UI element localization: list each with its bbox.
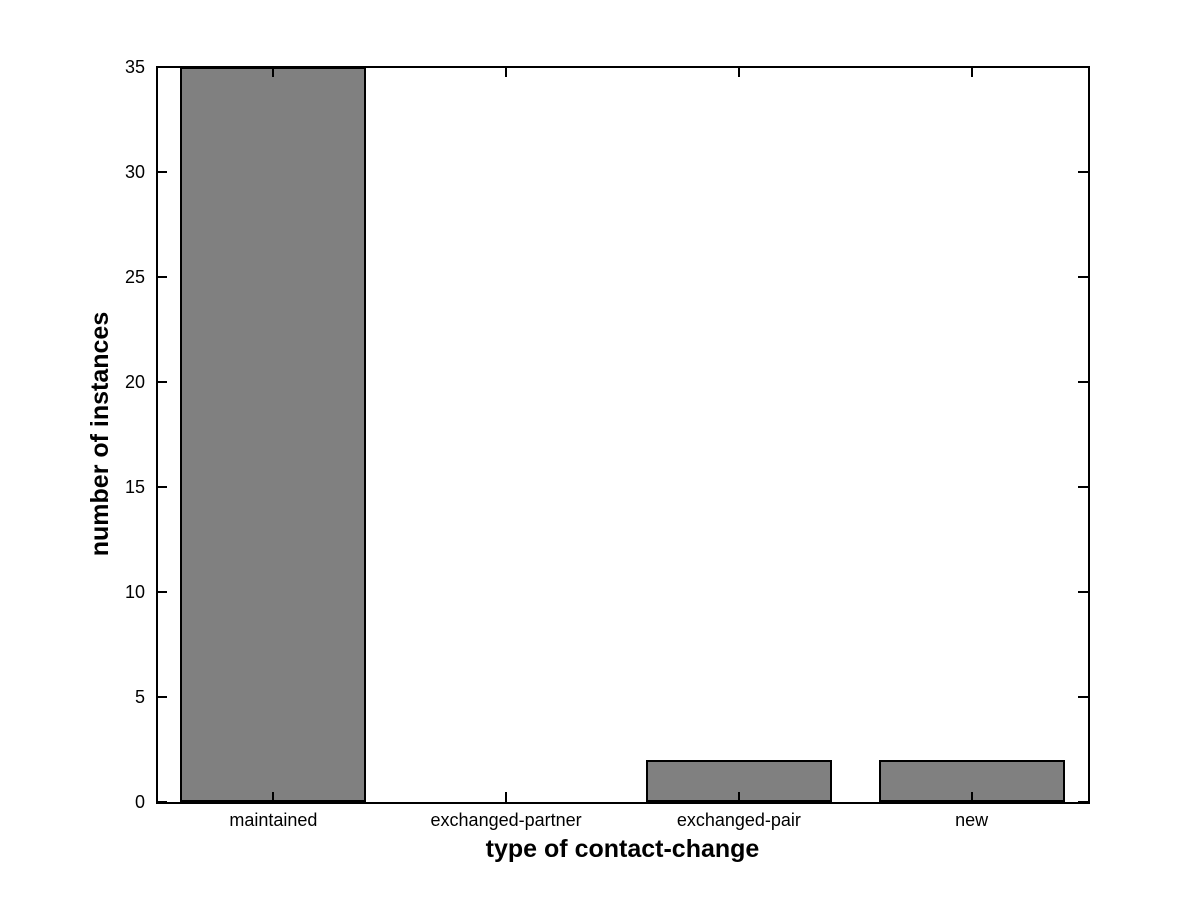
y-tick-label-35: 35 xyxy=(124,57,145,77)
y-tick-right xyxy=(1078,801,1088,803)
x-tick-bottom xyxy=(505,792,508,802)
y-tick-label-25: 25 xyxy=(124,267,145,287)
y-tick-left xyxy=(157,171,167,173)
y-tick-right xyxy=(1078,276,1088,278)
y-tick-right xyxy=(1078,591,1088,593)
y-tick-label-0: 0 xyxy=(134,792,145,812)
x-tick-top xyxy=(737,67,740,77)
x-tick-top xyxy=(970,67,973,77)
x-tick-label-new: new xyxy=(955,810,989,830)
y-tick-label-5: 5 xyxy=(134,687,145,707)
y-tick-right xyxy=(1078,381,1088,383)
y-tick-label-20: 20 xyxy=(124,372,145,392)
bar-maintained xyxy=(180,67,367,802)
y-tick-left xyxy=(157,486,167,488)
x-axis-title: type of contact-change xyxy=(485,835,760,863)
x-tick-top xyxy=(272,67,275,77)
x-tick-bottom xyxy=(737,792,740,802)
y-tick-right xyxy=(1078,696,1088,698)
x-tick-bottom xyxy=(970,792,973,802)
y-tick-left xyxy=(157,591,167,593)
x-tick-bottom xyxy=(272,792,275,802)
y-tick-right xyxy=(1078,171,1088,173)
y-tick-left xyxy=(157,381,167,383)
x-tick-label-maintained: maintained xyxy=(229,810,318,830)
y-tick-label-10: 10 xyxy=(124,582,145,602)
x-tick-top xyxy=(505,67,508,77)
y-axis-title: number of instances xyxy=(86,311,114,557)
y-tick-left xyxy=(157,66,167,68)
y-tick-left xyxy=(157,696,167,698)
y-tick-right xyxy=(1078,66,1088,68)
y-tick-right xyxy=(1078,486,1088,488)
y-tick-left xyxy=(157,801,167,803)
y-tick-label-30: 30 xyxy=(124,162,145,182)
x-tick-label-exchanged-partner: exchanged-partner xyxy=(430,810,582,830)
y-tick-label-15: 15 xyxy=(124,477,145,497)
y-tick-left xyxy=(157,276,167,278)
x-tick-label-exchanged-pair: exchanged-pair xyxy=(676,810,801,830)
